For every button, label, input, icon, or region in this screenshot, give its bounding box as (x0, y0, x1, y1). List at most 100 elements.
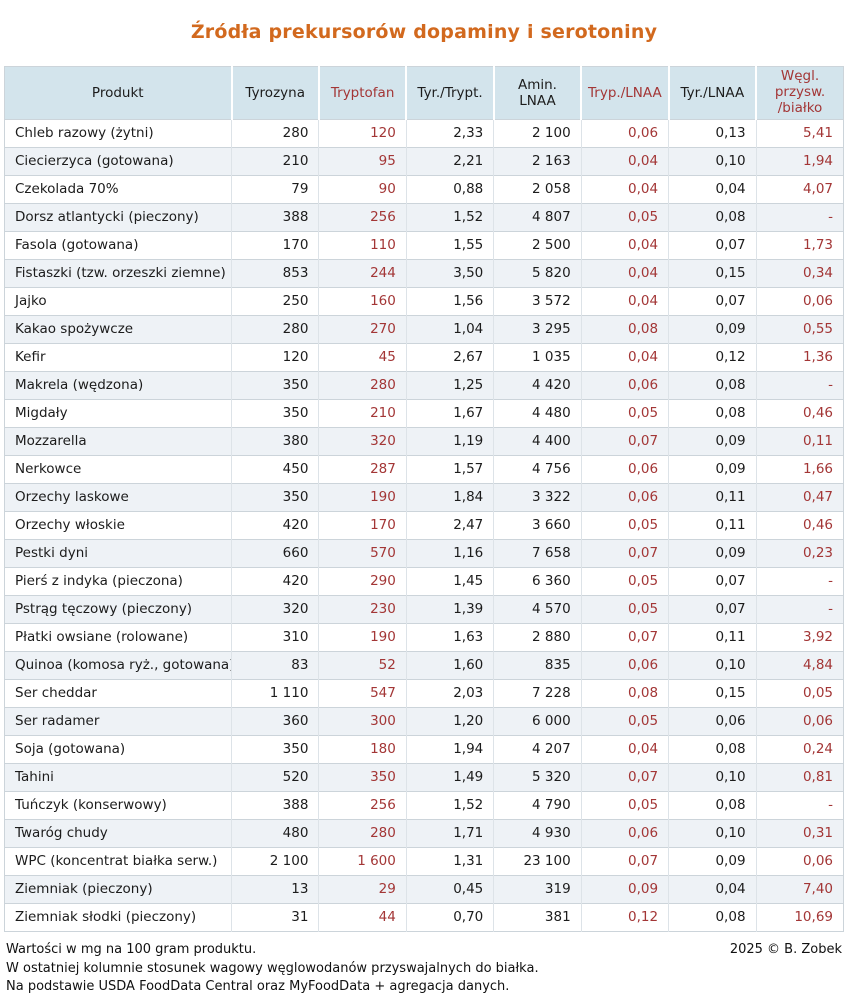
value-cell: 0,04 (580, 258, 669, 288)
value-cell: 0,10 (668, 146, 757, 176)
value-cell: 1,25 (405, 370, 494, 400)
product-cell: Ziemniak (pieczony) (4, 874, 232, 904)
value-cell: 3,92 (755, 622, 844, 652)
value-cell: 0,04 (668, 874, 757, 904)
value-cell: 120 (318, 118, 407, 148)
value-cell: 5,41 (755, 118, 844, 148)
value-cell: 1,19 (405, 426, 494, 456)
footnote: W ostatniej kolumnie stosunek wagowy węg… (6, 960, 539, 976)
value-cell: 2 880 (493, 622, 582, 652)
value-cell: 0,15 (668, 678, 757, 708)
table-row: Fasola (gotowana) 170 110 1,55 2 500 0,04 0,07… (4, 230, 844, 260)
table-row: Czekolada 70% 79 90 0,88 2 058 0,04 0,04 4,07 (4, 174, 844, 204)
value-cell: 0,07 (580, 538, 669, 568)
value-cell: 256 (318, 790, 407, 820)
value-cell: 1,73 (755, 230, 844, 260)
product-cell: Pierś z indyka (pieczona) (4, 566, 232, 596)
product-cell: Nerkowce (4, 454, 232, 484)
value-cell: 3,50 (405, 258, 494, 288)
value-cell: 0,04 (580, 146, 669, 176)
product-cell: Tuńczyk (konserwowy) (4, 790, 232, 820)
value-cell: - (755, 370, 844, 400)
value-cell: 420 (230, 510, 319, 540)
value-cell: 1,60 (405, 650, 494, 680)
table-row: Jajko 250 160 1,56 3 572 0,04 0,07 0,06 (4, 286, 844, 316)
value-cell: 0,08 (668, 398, 757, 428)
table-row: Quinoa (komosa ryż., gotowana) 83 52 1,60 83… (4, 650, 844, 680)
value-cell: 0,06 (755, 286, 844, 316)
value-cell: 1 035 (493, 342, 582, 372)
value-cell: 0,08 (668, 370, 757, 400)
value-cell: 4 570 (493, 594, 582, 624)
column-header: Tyrozyna (230, 66, 319, 120)
value-cell: 52 (318, 650, 407, 680)
value-cell: 0,05 (580, 566, 669, 596)
value-cell: 0,06 (668, 706, 757, 736)
table-row: Pstrąg tęczowy (pieczony) 320 230 1,39 4 570… (4, 594, 844, 624)
value-cell: 4 807 (493, 202, 582, 232)
table-row: Kakao spożywcze 280 270 1,04 3 295 0,08 0,09 0,… (4, 314, 844, 344)
value-cell: - (755, 790, 844, 820)
value-cell: 1,20 (405, 706, 494, 736)
value-cell: 190 (318, 622, 407, 652)
value-cell: 280 (230, 118, 319, 148)
value-cell: 0,15 (668, 258, 757, 288)
value-cell: 0,04 (580, 174, 669, 204)
value-cell: 2 058 (493, 174, 582, 204)
product-cell: Jajko (4, 286, 232, 316)
value-cell: 1,04 (405, 314, 494, 344)
value-cell: 4 480 (493, 398, 582, 428)
value-cell: 0,24 (755, 734, 844, 764)
value-cell: 0,04 (580, 342, 669, 372)
value-cell: 1,63 (405, 622, 494, 652)
value-cell: 0,08 (668, 902, 757, 932)
table-row: Płatki owsiane (rolowane) 310 190 1,63 2 880… (4, 622, 844, 652)
value-cell: 6 360 (493, 566, 582, 596)
product-cell: Soja (gotowana) (4, 734, 232, 764)
table-row: Ziemniak (pieczony) 13 29 0,45 319 0,09 0,04 7,… (4, 874, 844, 904)
value-cell: 0,12 (580, 902, 669, 932)
value-cell: 0,06 (580, 482, 669, 512)
product-cell: Twaróg chudy (4, 818, 232, 848)
value-cell: 83 (230, 650, 319, 680)
value-cell: 4 756 (493, 454, 582, 484)
value-cell: 350 (230, 734, 319, 764)
value-cell: 0,70 (405, 902, 494, 932)
value-cell: 7,40 (755, 874, 844, 904)
value-cell: 0,31 (755, 818, 844, 848)
value-cell: 0,09 (668, 314, 757, 344)
product-cell: Czekolada 70% (4, 174, 232, 204)
value-cell: 4 207 (493, 734, 582, 764)
value-cell: 287 (318, 454, 407, 484)
precursor-table: Produkt Tyrozyna Tryptofan Tyr./Trypt. Amin.… (4, 66, 844, 932)
value-cell: 210 (318, 398, 407, 428)
value-cell: 0,08 (580, 314, 669, 344)
footer: Wartości w mg na 100 gram produktu. W os… (6, 941, 842, 998)
value-cell: 244 (318, 258, 407, 288)
table-row: Twaróg chudy 480 280 1,71 4 930 0,06 0,10 0,31 (4, 818, 844, 848)
table-row: Fistaszki (tzw. orzeszki ziemne) 853 244 3,… (4, 258, 844, 288)
table-row: Nerkowce 450 287 1,57 4 756 0,06 0,09 1,66 (4, 454, 844, 484)
value-cell: 4,84 (755, 650, 844, 680)
value-cell: 350 (230, 482, 319, 512)
table-row: Dorsz atlantycki (pieczony) 388 256 1,52 4 8… (4, 202, 844, 232)
value-cell: 170 (230, 230, 319, 260)
value-cell: 1,55 (405, 230, 494, 260)
value-cell: 23 100 (493, 846, 582, 876)
value-cell: 350 (230, 398, 319, 428)
value-cell: 0,10 (668, 650, 757, 680)
table-row: Ser cheddar 1 110 547 2,03 7 228 0,08 0,15 0,05 (4, 678, 844, 708)
value-cell: 170 (318, 510, 407, 540)
value-cell: 0,05 (580, 706, 669, 736)
value-cell: 350 (230, 370, 319, 400)
value-cell: 5 820 (493, 258, 582, 288)
value-cell: 3 322 (493, 482, 582, 512)
value-cell: 835 (493, 650, 582, 680)
value-cell: 520 (230, 762, 319, 792)
value-cell: 0,11 (755, 426, 844, 456)
value-cell: 420 (230, 566, 319, 596)
column-header: Tyr./LNAA (667, 66, 757, 120)
value-cell: 2,03 (405, 678, 494, 708)
table-row: Makrela (wędzona) 350 280 1,25 4 420 0,06 0,08… (4, 370, 844, 400)
